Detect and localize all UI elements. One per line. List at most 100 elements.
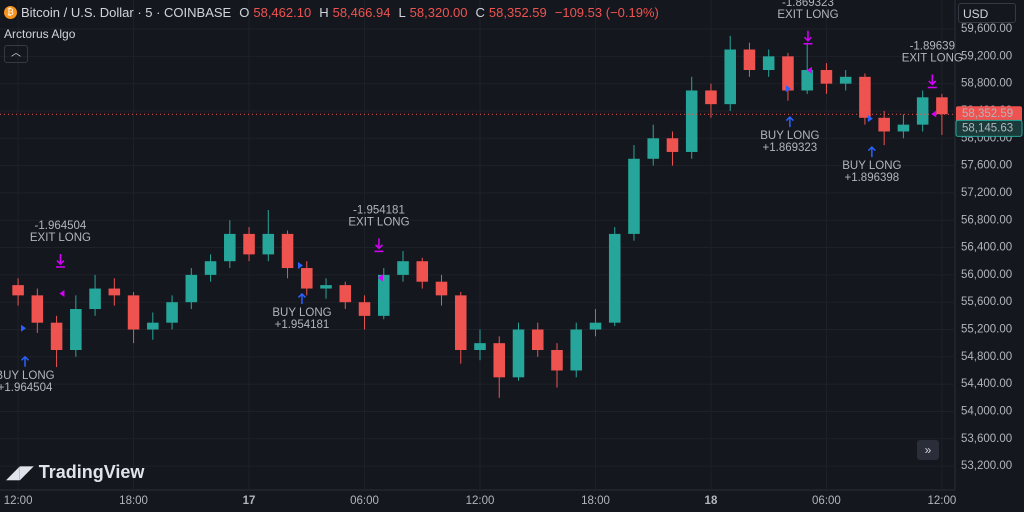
candle-body — [108, 288, 121, 296]
collapse-button[interactable]: ︿ — [4, 45, 28, 63]
price-tag-label: 58,145.63 — [962, 122, 1013, 134]
signal-label: -1.89639 — [910, 40, 955, 52]
candle-body — [474, 343, 486, 350]
candle-body — [705, 90, 717, 105]
x-tick-label: 18:00 — [581, 495, 610, 507]
ohlc-key: L — [398, 5, 406, 20]
y-tick-label: 55,600.00 — [961, 296, 1012, 308]
y-tick-label: 53,600.00 — [961, 433, 1012, 445]
candle-body — [936, 97, 948, 115]
exit-marker — [931, 110, 937, 118]
signal-label: EXIT LONG — [30, 232, 91, 244]
currency-button[interactable]: USD — [958, 3, 1016, 23]
buy-arrow — [297, 292, 307, 304]
signal-label: +1.896398 — [845, 172, 900, 184]
buy-marker — [867, 115, 873, 123]
y-tick-label: 54,000.00 — [961, 405, 1012, 417]
logo: ◢◤ TradingView — [6, 462, 145, 482]
candle-body — [127, 295, 140, 330]
x-tick-label: 12:00 — [466, 495, 495, 507]
candle-body — [743, 49, 756, 70]
x-tick-label: 12:00 — [928, 495, 957, 507]
candle-body — [50, 322, 63, 350]
buy-marker — [21, 324, 27, 332]
price-tag — [956, 106, 1022, 123]
signal-label: BUY LONG — [272, 307, 331, 319]
candle-body — [647, 138, 659, 159]
ohlc-value: 58,462.10 — [253, 5, 312, 20]
x-tick-label: 18 — [705, 495, 718, 507]
candle-body — [243, 233, 255, 255]
candle-body — [320, 285, 332, 289]
y-tick-label: 57,600.00 — [961, 160, 1012, 172]
candle-body — [628, 158, 640, 234]
candle-body — [839, 76, 852, 84]
signal-label: BUY LONG — [0, 370, 55, 382]
candle-body — [204, 261, 217, 275]
exit-arrow — [927, 74, 937, 89]
candle-body — [608, 233, 621, 323]
y-tick-label: 57,200.00 — [961, 187, 1012, 199]
buy-arrow — [20, 355, 30, 367]
candle-body — [89, 288, 101, 310]
candle-body — [12, 285, 24, 296]
candle-body — [70, 309, 82, 350]
candle-body — [493, 343, 506, 378]
candle-body — [820, 70, 833, 84]
exit-arrow — [55, 254, 65, 268]
candle-body — [859, 76, 871, 118]
price-tag — [955, 119, 1023, 137]
y-tick-label: 59,200.00 — [961, 50, 1012, 62]
exit-marker — [59, 290, 65, 298]
signal-label: EXIT LONG — [777, 9, 838, 21]
y-tick-label: 54,400.00 — [961, 378, 1012, 390]
signal-label: +1.954181 — [275, 319, 330, 331]
signal-label: BUY LONG — [760, 130, 819, 142]
signal-label: EXIT LONG — [348, 216, 409, 228]
candle-body — [878, 117, 890, 132]
x-tick-label: 06:00 — [812, 495, 841, 507]
ohlc-value: 58,466.94 — [332, 5, 391, 20]
signal-label: +1.964504 — [0, 382, 53, 394]
symbol-title: Bitcoin / U.S. Dollar · 5 · COINBASE — [21, 5, 232, 20]
candle-body — [916, 97, 929, 125]
candle-body — [147, 322, 159, 330]
candle-body — [185, 274, 198, 303]
candle-body — [551, 350, 563, 371]
y-tick-label: 58,800.00 — [961, 78, 1012, 90]
indicator-name: Arctorus Algo — [4, 27, 76, 41]
candle-body — [281, 233, 294, 269]
ohlc-key: O — [239, 5, 250, 20]
signal-label: -1.869323 — [782, 0, 834, 9]
y-tick-label: 59,600.00 — [961, 23, 1012, 35]
candle-body — [589, 322, 602, 330]
candle-body — [512, 329, 525, 378]
candle-body — [416, 261, 429, 282]
price-tag-label: 58,352.59 — [962, 108, 1013, 120]
ohlc-key: C — [475, 5, 485, 20]
x-tick-label: 12:00 — [4, 495, 33, 507]
candle-body — [570, 329, 583, 371]
header: ₿ Bitcoin / U.S. Dollar · 5 · COINBASE O… — [4, 5, 659, 20]
ohlc-value: 58,320.00 — [409, 5, 468, 20]
candle-body — [666, 138, 679, 152]
buy-arrow — [785, 116, 794, 128]
candle-body — [782, 56, 794, 91]
ohlc-value: 58,352.59 — [488, 5, 547, 20]
brand: TradingView — [38, 462, 145, 482]
candle-body — [262, 233, 275, 255]
candle-body — [301, 268, 313, 289]
scroll-button[interactable]: » — [917, 440, 939, 460]
exit-marker — [806, 66, 812, 74]
axis-panel — [955, 0, 1024, 512]
candle-body — [166, 302, 178, 323]
signal-label: BUY LONG — [842, 160, 901, 172]
candle-body — [762, 56, 775, 70]
y-tick-label: 54,800.00 — [961, 351, 1012, 363]
candle-body — [435, 281, 448, 296]
signal-label: -1.954181 — [353, 204, 405, 216]
coin-icon: ₿ — [4, 6, 17, 19]
signal-label: -1.964504 — [35, 220, 87, 232]
y-tick-label: 55,200.00 — [961, 324, 1012, 336]
